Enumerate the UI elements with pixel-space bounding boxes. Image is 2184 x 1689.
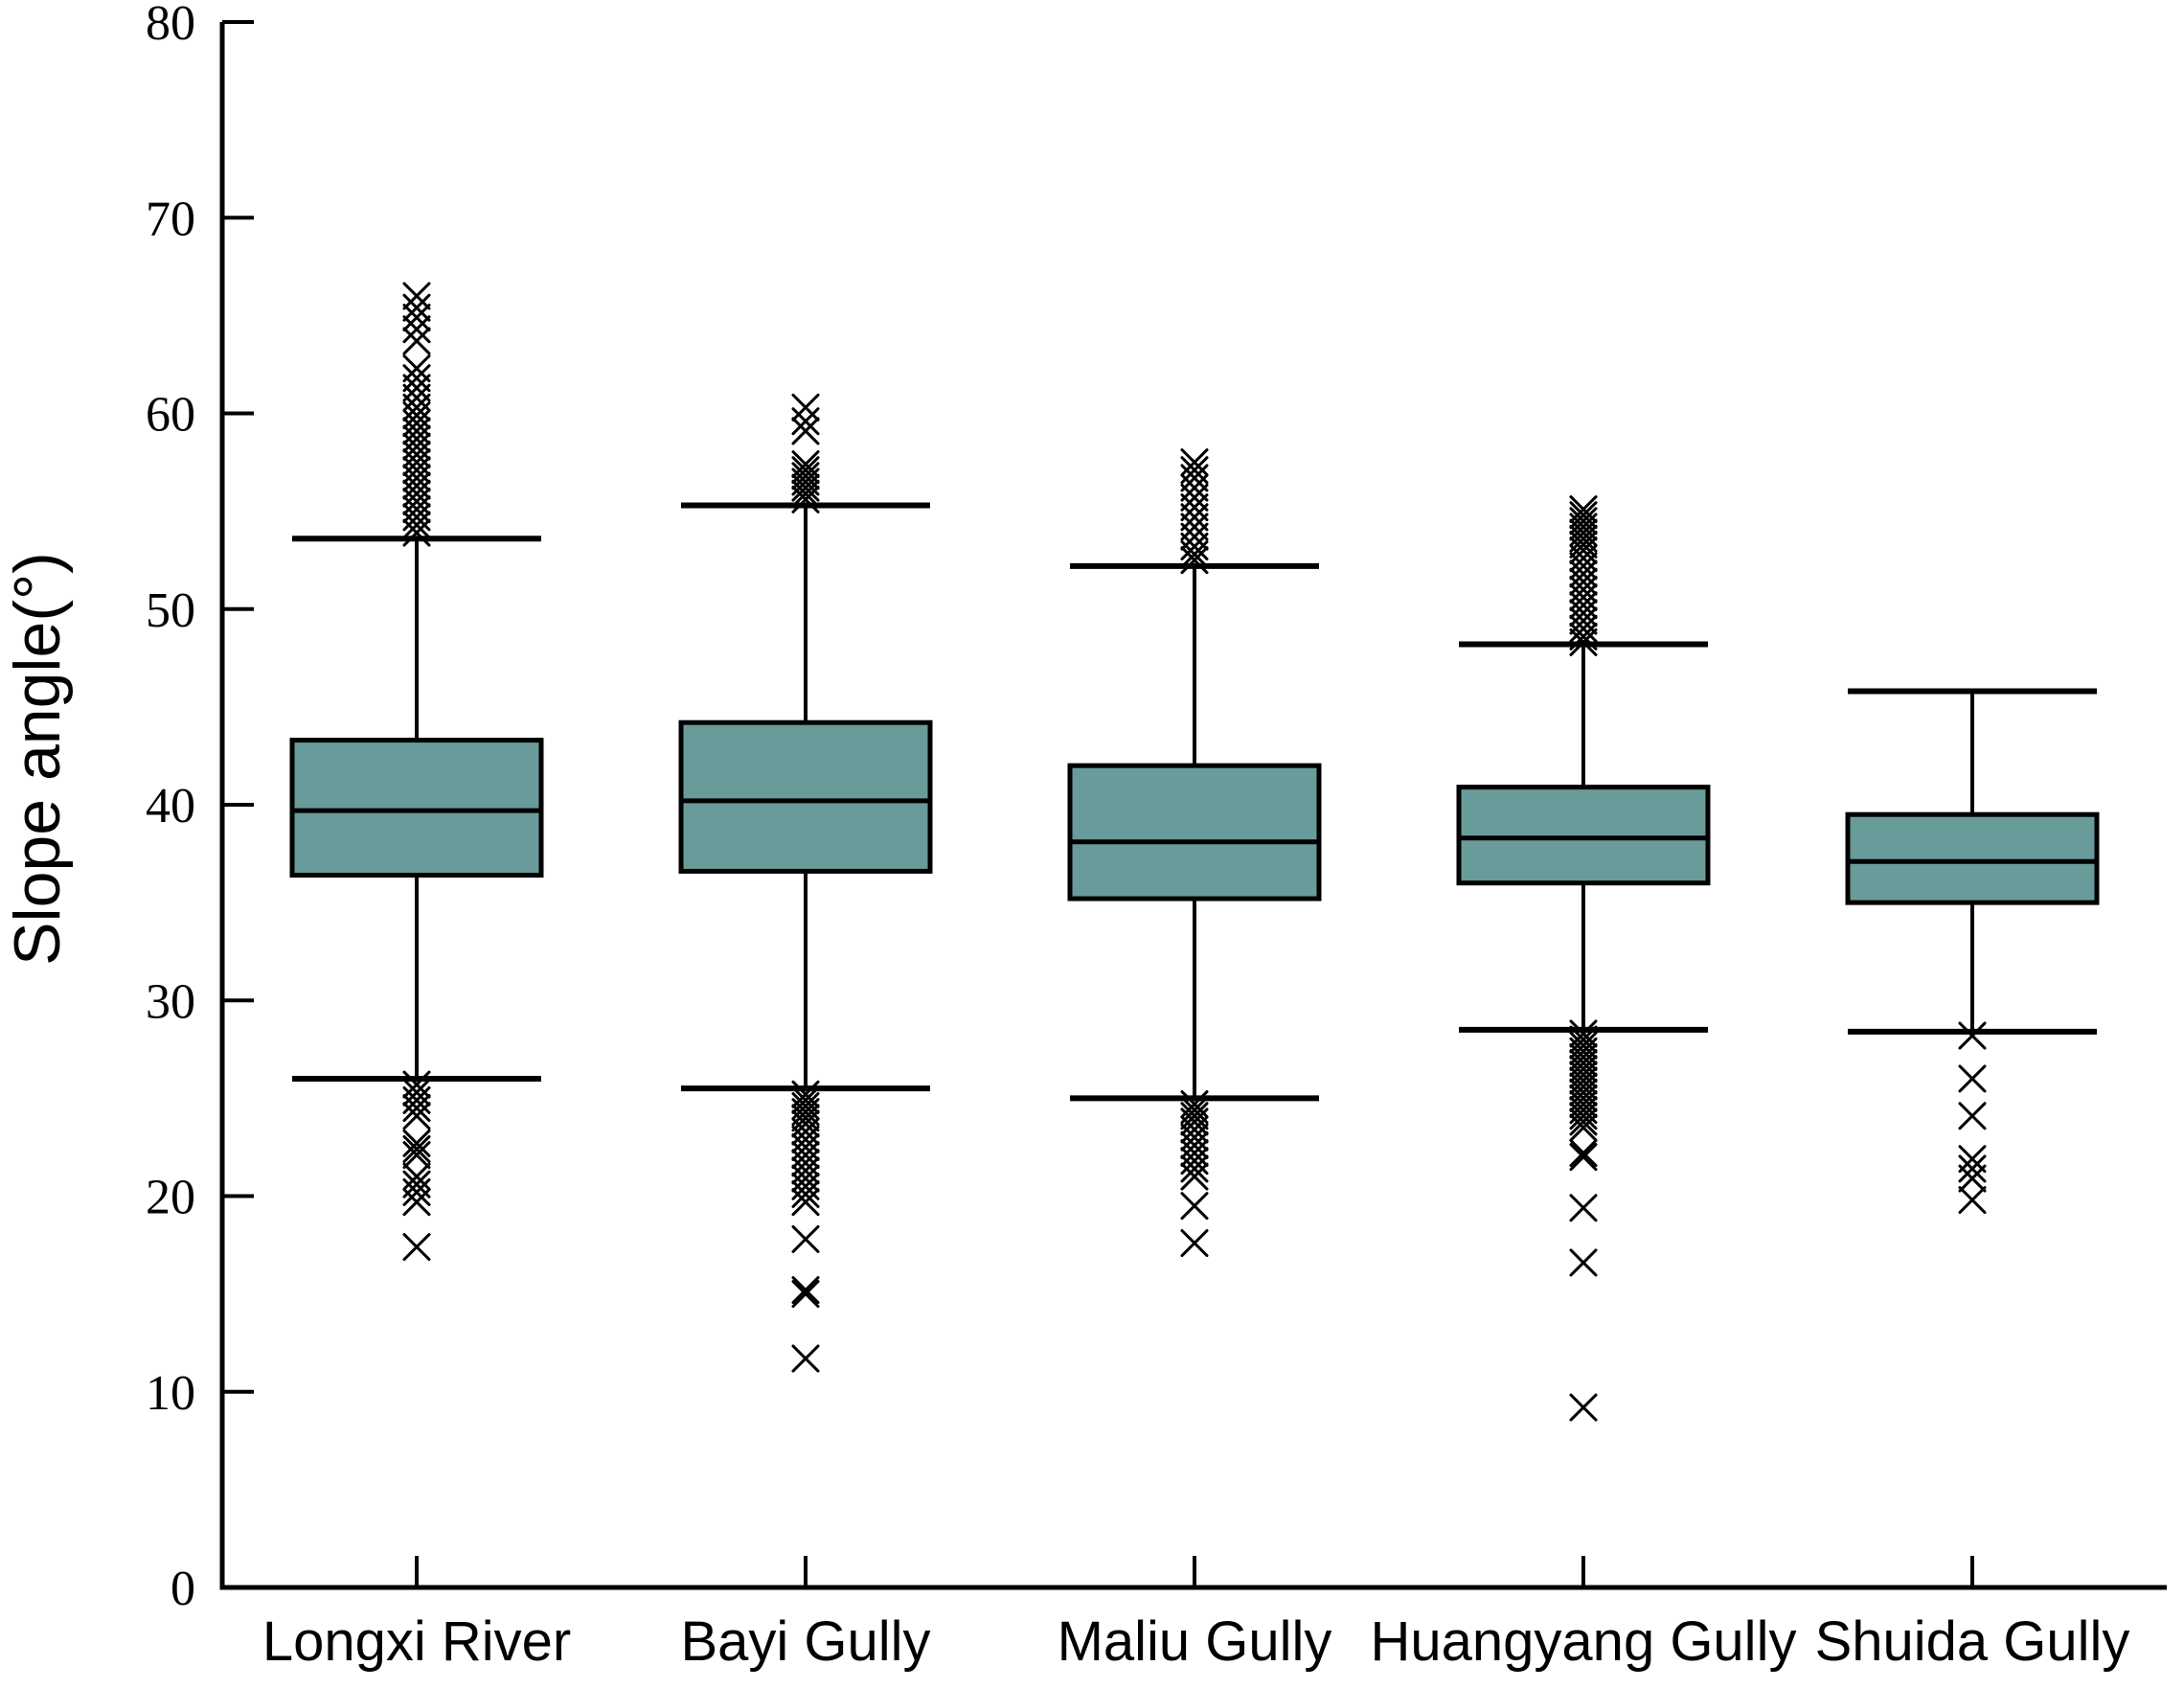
outlier-mark-shuida-gully: [1958, 1164, 1987, 1193]
outlier-mark-maliu-gully: [1180, 532, 1209, 560]
outlier-mark-shuida-gully: [1958, 1102, 1987, 1130]
y-tick-label: 20: [146, 1171, 195, 1225]
x-category-label-shuida-gully: Shuida Gully: [1815, 1610, 2130, 1673]
outlier-mark-longxi-river: [402, 511, 431, 539]
outlier-mark-maliu-gully: [1180, 493, 1209, 522]
outlier-mark-bayi-gully: [791, 485, 820, 514]
outlier-mark-longxi-river: [402, 1188, 431, 1217]
outlier-mark-bayi-gully: [791, 1104, 820, 1132]
outlier-mark-shuida-gully: [1958, 1186, 1987, 1215]
outlier-mark-huangyang-gully: [1569, 614, 1598, 643]
outlier-mark-maliu-gully: [1180, 464, 1209, 492]
plot-area: 0 10 20 30 40 50 60 70 80 Longxi River Bayi Gully M…: [146, 0, 2167, 1673]
y-tick-label: 40: [146, 779, 195, 833]
outlier-mark-bayi-gully: [791, 1179, 820, 1208]
outlier-mark-longxi-river: [402, 1233, 431, 1262]
outlier-mark-longxi-river: [402, 1102, 431, 1130]
outlier-mark-bayi-gully: [791, 479, 820, 508]
y-tick-label: 50: [146, 583, 195, 638]
outlier-mark-bayi-gully: [791, 417, 820, 445]
box-bayi-gully: [678, 719, 933, 874]
outlier-mark-huangyang-gully: [1569, 1143, 1598, 1172]
outlier-mark-maliu-gully: [1180, 1162, 1209, 1191]
y-tick-label: 60: [146, 388, 195, 443]
y-tick-label: 30: [146, 974, 195, 1029]
outlier-mark-bayi-gully: [791, 1224, 820, 1253]
outlier-mark-maliu-gully: [1180, 503, 1209, 532]
outlier-mark-huangyang-gully: [1569, 524, 1598, 553]
x-category-label-huangyang-gully: Huangyang Gully: [1371, 1610, 1797, 1673]
outlier-mark-huangyang-gully: [1569, 1194, 1598, 1222]
outlier-mark-longxi-river: [402, 1141, 431, 1170]
outlier-mark-longxi-river: [402, 1094, 431, 1123]
x-category-label-longxi-river: Longxi River: [262, 1610, 571, 1673]
outlier-mark-maliu-gully: [1180, 483, 1209, 512]
outlier-mark-longxi-river: [402, 1134, 431, 1163]
outlier-mark-bayi-gully: [791, 407, 820, 436]
outlier-mark-bayi-gully: [791, 393, 820, 422]
outlier-mark-longxi-river: [402, 293, 431, 322]
outlier-mark-huangyang-gully: [1569, 1102, 1598, 1130]
box-huangyang-gully: [1456, 785, 1711, 886]
outlier-mark-longxi-river: [402, 282, 431, 310]
y-tick-label: 80: [146, 0, 195, 51]
outlier-mark-maliu-gully: [1180, 1192, 1209, 1221]
outlier-mark-maliu-gully: [1180, 1229, 1209, 1258]
outlier-mark-bayi-gully: [791, 1344, 820, 1373]
outlier-mark-longxi-river: [402, 1177, 431, 1206]
box-maliu-gully: [1067, 763, 1322, 902]
outlier-mark-bayi-gully: [791, 473, 820, 502]
outlier-mark-huangyang-gully: [1569, 628, 1598, 656]
y-tick-label: 10: [146, 1366, 195, 1421]
outlier-mark-shuida-gully: [1958, 1064, 1987, 1093]
outlier-mark-bayi-gully: [791, 1276, 820, 1305]
outlier-mark-maliu-gully: [1180, 540, 1209, 569]
y-tick-label: 70: [146, 192, 195, 246]
outlier-mark-huangyang-gully: [1569, 1248, 1598, 1277]
outlier-mark-shuida-gully: [1958, 1145, 1987, 1174]
outlier-mark-bayi-gully: [791, 1280, 820, 1309]
outlier-mark-huangyang-gully: [1569, 1393, 1598, 1422]
box-shuida-gully: [1845, 811, 2100, 905]
outlier-mark-huangyang-gully: [1569, 622, 1598, 650]
outlier-mark-longxi-river: [402, 327, 431, 355]
outlier-mark-maliu-gully: [1180, 1102, 1209, 1130]
x-category-label-maliu-gully: Maliu Gully: [1058, 1610, 1332, 1673]
outlier-mark-huangyang-gully: [1569, 530, 1598, 559]
outlier-mark-shuida-gully: [1958, 1154, 1987, 1183]
outlier-mark-huangyang-gully: [1569, 1107, 1598, 1136]
outlier-mark-longxi-river: [402, 364, 431, 393]
outlier-mark-bayi-gully: [791, 1188, 820, 1217]
outlier-mark-huangyang-gully: [1569, 1139, 1598, 1168]
outlier-mark-maliu-gully: [1180, 473, 1209, 502]
outlier-mark-maliu-gully: [1180, 513, 1209, 541]
outlier-mark-longxi-river: [402, 374, 431, 402]
outlier-mark-longxi-river: [402, 315, 431, 344]
outlier-mark-maliu-gully: [1180, 1154, 1209, 1183]
outlier-mark-longxi-river: [402, 303, 431, 331]
y-axis-title: Slope angle(°): [1, 552, 74, 966]
outlier-mark-maliu-gully: [1180, 1096, 1209, 1125]
outlier-mark-longxi-river: [402, 518, 431, 547]
outlier-mark-shuida-gully: [1958, 1021, 1987, 1050]
outlier-mark-bayi-gully: [791, 1098, 820, 1127]
outlier-mark-longxi-river: [402, 1129, 431, 1157]
outlier-mark-maliu-gully: [1180, 546, 1209, 575]
outlier-mark-huangyang-gully: [1569, 1113, 1598, 1142]
x-category-label-bayi-gully: Bayi Gully: [680, 1610, 930, 1673]
y-tick-label: 0: [171, 1562, 195, 1616]
outlier-mark-longxi-river: [402, 354, 431, 383]
box-longxi-river: [289, 738, 544, 879]
